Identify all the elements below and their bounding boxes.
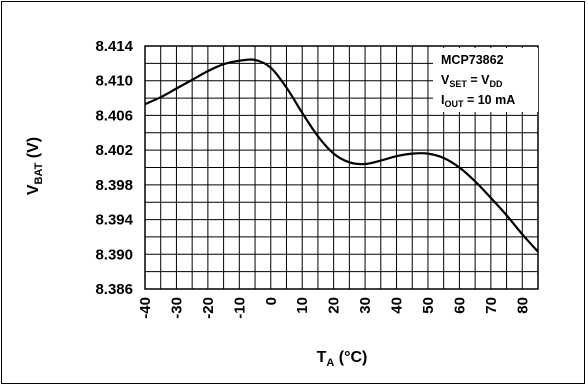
x-tick-label: -40 (137, 297, 154, 319)
x-tick-label: -20 (200, 297, 217, 319)
y-tick-label: 8.394 (95, 212, 133, 229)
x-tick-label: 0 (263, 297, 280, 305)
x-tick-label: 10 (294, 297, 311, 314)
x-tick-label: 80 (514, 297, 531, 314)
y-tick-label: 8.402 (95, 142, 133, 159)
x-tick-label: 70 (483, 297, 500, 314)
x-tick-label: 40 (389, 297, 406, 314)
x-tick-label: 20 (326, 297, 343, 314)
x-tick-label: 60 (451, 297, 468, 314)
annotation-device: MCP73862 (441, 53, 504, 67)
annotation-vset: VSET = VDD (441, 73, 503, 89)
annotation-iout: IOUT = 10 mA (441, 93, 515, 109)
plot-area (144, 45, 539, 290)
x-tick-labels: -40 -30 -20 -10 0 10 20 30 40 50 60 70 80 (137, 297, 531, 319)
y-tick-labels: 8.386 8.390 8.394 8.398 8.402 8.406 8.410 8.414 (95, 38, 133, 298)
series-line-vbat (144, 58, 539, 253)
y-tick-label: 8.386 (95, 281, 133, 298)
y-tick-label: 8.414 (95, 38, 133, 55)
x-tick-label: -10 (231, 297, 248, 319)
y-tick-label: 8.398 (95, 177, 133, 194)
annotation-box (433, 48, 538, 112)
x-tick-label: 50 (420, 297, 437, 314)
y-axis-label: VBAT (V) (25, 137, 45, 195)
y-tick-label: 8.390 (95, 246, 133, 263)
x-tick-label: 30 (357, 297, 374, 314)
x-axis-label: TA (°C) (317, 349, 368, 369)
x-tick-label: -30 (168, 297, 185, 319)
y-tick-label: 8.410 (95, 73, 133, 90)
y-tick-label: 8.406 (95, 107, 133, 124)
